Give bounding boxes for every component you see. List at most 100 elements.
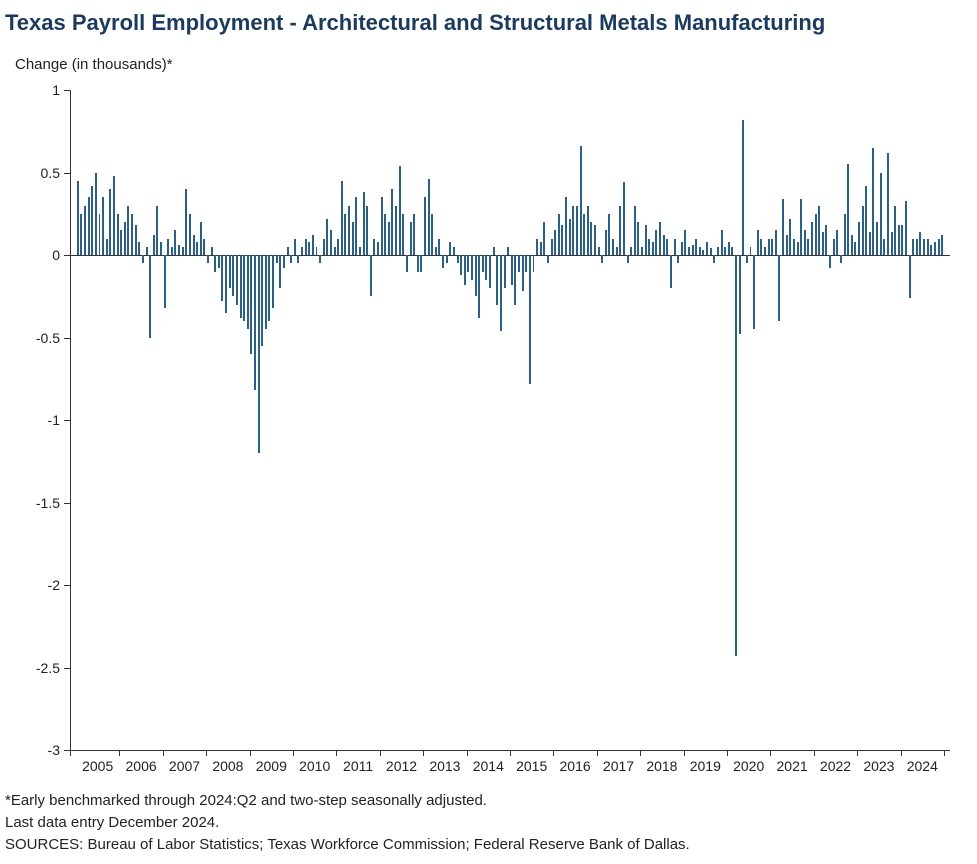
bar — [312, 235, 314, 255]
bar — [410, 222, 412, 255]
bar — [214, 255, 216, 272]
bar — [478, 255, 480, 318]
x-tick-label: 2014 — [466, 758, 510, 774]
bar — [684, 230, 686, 255]
bar — [800, 199, 802, 255]
bar — [717, 247, 719, 255]
bar — [113, 176, 115, 255]
x-tick-label: 2020 — [727, 758, 771, 774]
bar — [283, 255, 285, 268]
bar — [167, 239, 169, 256]
y-tick-label: 0.5 — [20, 165, 60, 181]
bar — [420, 255, 422, 272]
bar — [916, 239, 918, 256]
bar — [297, 255, 299, 263]
bar — [207, 255, 209, 263]
bar — [594, 225, 596, 255]
bar — [236, 255, 238, 305]
bar — [254, 255, 256, 390]
bar — [670, 255, 672, 288]
bar — [221, 255, 223, 301]
bar — [431, 214, 433, 255]
bar — [518, 255, 520, 272]
bar — [457, 255, 459, 263]
bar — [912, 239, 914, 256]
y-tick — [64, 668, 70, 669]
bar — [178, 245, 180, 255]
bar — [551, 239, 553, 256]
bar — [417, 255, 419, 272]
y-tick — [64, 90, 70, 91]
bar — [699, 247, 701, 255]
bar — [619, 206, 621, 256]
bar — [84, 206, 86, 256]
bar — [442, 255, 444, 268]
x-tick — [467, 750, 468, 756]
bar — [677, 255, 679, 263]
x-tick-label: 2024 — [900, 758, 944, 774]
bar — [655, 230, 657, 255]
x-tick-label: 2023 — [857, 758, 901, 774]
bar — [901, 225, 903, 255]
bar — [728, 242, 730, 255]
bar — [627, 255, 629, 263]
x-tick-label: 2007 — [163, 758, 207, 774]
bar — [308, 242, 310, 255]
x-tick — [70, 750, 71, 756]
y-axis-line — [70, 90, 71, 750]
bar — [554, 230, 556, 255]
bar — [402, 214, 404, 255]
x-tick — [250, 750, 251, 756]
bar — [218, 255, 220, 268]
bar — [507, 247, 509, 255]
bar — [377, 242, 379, 255]
bar — [399, 166, 401, 255]
bar — [731, 247, 733, 255]
bar — [323, 239, 325, 256]
x-tick-label: 2008 — [206, 758, 250, 774]
bar — [775, 230, 777, 255]
bar — [569, 219, 571, 255]
bar — [847, 164, 849, 255]
bar — [742, 120, 744, 255]
x-tick-label: 2021 — [770, 758, 814, 774]
bar — [373, 239, 375, 256]
bar — [880, 173, 882, 256]
bar — [391, 189, 393, 255]
bar — [616, 247, 618, 255]
bar — [702, 250, 704, 255]
bar — [381, 197, 383, 255]
bar — [189, 214, 191, 255]
bar — [467, 255, 469, 272]
x-tick — [163, 750, 164, 756]
bar — [927, 239, 929, 256]
bar — [316, 247, 318, 255]
y-tick-label: -0.5 — [20, 330, 60, 346]
bar — [305, 239, 307, 256]
bar — [858, 222, 860, 255]
x-tick-label: 2015 — [510, 758, 554, 774]
y-axis-subtitle: Change (in thousands)* — [15, 56, 173, 73]
y-tick — [64, 585, 70, 586]
bar — [261, 255, 263, 346]
x-tick — [814, 750, 815, 756]
y-tick — [64, 503, 70, 504]
bar — [540, 242, 542, 255]
bar — [91, 186, 93, 255]
bar — [753, 255, 755, 329]
bar — [760, 239, 762, 256]
bar — [319, 255, 321, 263]
x-tick — [423, 750, 424, 756]
bar — [666, 239, 668, 256]
bar — [413, 214, 415, 255]
bar — [533, 255, 535, 272]
bar — [768, 239, 770, 256]
bar — [663, 235, 665, 255]
bar — [909, 255, 911, 298]
bar — [482, 255, 484, 272]
bar — [601, 255, 603, 263]
bar — [869, 232, 871, 255]
x-tick-label: 2012 — [380, 758, 424, 774]
bar — [811, 222, 813, 255]
bar — [279, 255, 281, 288]
